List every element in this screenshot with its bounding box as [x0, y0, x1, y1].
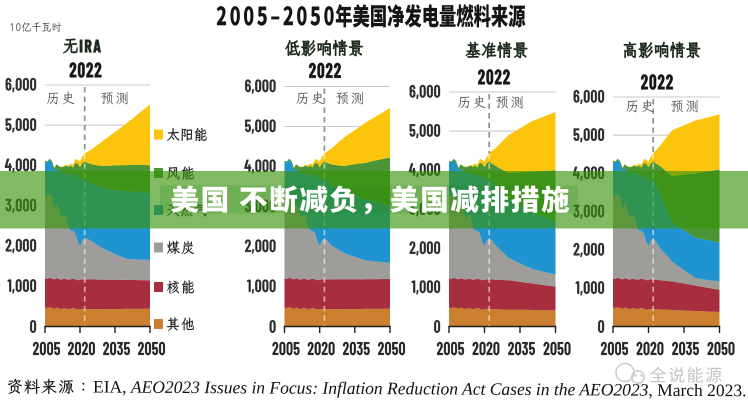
svg-text:EIA, AEO2023 Issues in Focus:: EIA, AEO2023 Issues in Focus: Inflation …: [93, 376, 747, 400]
